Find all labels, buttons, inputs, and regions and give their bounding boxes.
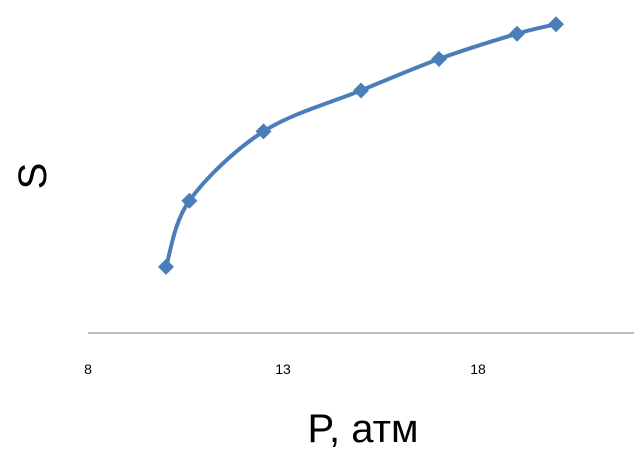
data-point-marker: [255, 123, 272, 140]
x-tick-label: 8: [84, 361, 92, 377]
data-markers: [158, 16, 564, 275]
data-point-marker: [158, 258, 174, 275]
data-point-marker: [431, 50, 447, 67]
data-point-marker: [181, 192, 198, 209]
x-tick-label: 18: [470, 361, 486, 377]
data-point-marker: [548, 16, 564, 33]
x-tick-label: 13: [275, 361, 291, 377]
data-point-marker: [509, 25, 525, 42]
x-axis-title: P, атм: [308, 407, 419, 450]
x-tick-labels: 8 13 18: [84, 361, 486, 377]
series-line: [164, 22, 558, 269]
data-point-marker: [353, 82, 369, 99]
y-axis-title: S: [11, 163, 55, 190]
